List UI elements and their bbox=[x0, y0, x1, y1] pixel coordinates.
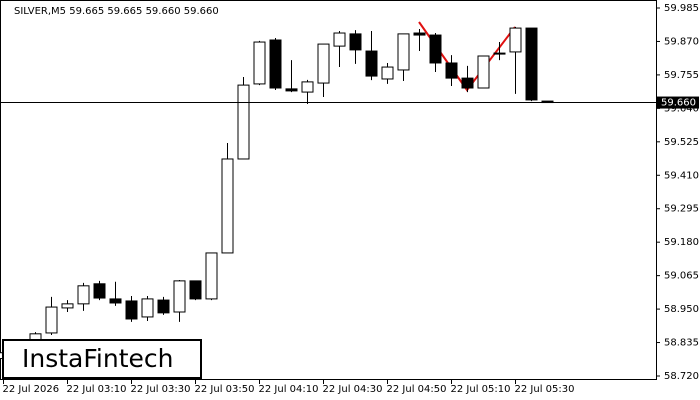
x-tick-label: 22 Jul 2026 bbox=[3, 384, 60, 395]
candle-body bbox=[221, 158, 234, 254]
candle-body bbox=[125, 300, 138, 320]
candle-body bbox=[189, 280, 202, 300]
candle-body bbox=[349, 33, 362, 51]
candle-body bbox=[269, 39, 282, 89]
candle-body bbox=[173, 280, 186, 313]
x-tick-label: 22 Jul 04:30 bbox=[323, 384, 383, 395]
x-tick-label: 22 Jul 03:30 bbox=[131, 384, 191, 395]
candle-body bbox=[141, 298, 154, 318]
candle-body bbox=[477, 55, 490, 89]
candle-body bbox=[461, 77, 474, 89]
candle-body bbox=[429, 34, 442, 64]
candle-body bbox=[237, 84, 250, 160]
candle-body bbox=[381, 66, 394, 80]
candle-body bbox=[493, 52, 506, 55]
candle-body bbox=[253, 41, 266, 85]
price-label-box bbox=[657, 96, 699, 109]
y-tick-label: 59.870 bbox=[664, 36, 699, 47]
candle-body bbox=[61, 303, 74, 309]
candle-body bbox=[77, 285, 90, 305]
y-tick-label: 59.295 bbox=[664, 204, 699, 215]
y-tick-label: 59.525 bbox=[664, 137, 699, 148]
candle-body bbox=[301, 81, 314, 93]
candle-body bbox=[365, 50, 378, 77]
candle-body bbox=[45, 306, 58, 334]
x-tick-label: 22 Jul 03:50 bbox=[195, 384, 255, 395]
y-tick-label: 58.835 bbox=[664, 338, 699, 349]
y-tick-label: 59.065 bbox=[664, 271, 699, 282]
candle-body bbox=[317, 43, 330, 84]
x-tick-label: 22 Jul 04:50 bbox=[387, 384, 447, 395]
y-tick-label: 59.755 bbox=[664, 70, 699, 81]
candle-body bbox=[413, 32, 426, 36]
watermark-box bbox=[2, 339, 202, 379]
candle-body bbox=[157, 299, 170, 314]
candle-body bbox=[397, 33, 410, 71]
x-tick-label: 22 Jul 04:10 bbox=[259, 384, 319, 395]
candle-body bbox=[93, 283, 106, 299]
y-tick-label: 58.720 bbox=[664, 371, 699, 382]
candle-body bbox=[509, 27, 522, 53]
price-label: 59.660 bbox=[661, 98, 696, 109]
x-tick-label: 22 Jul 05:10 bbox=[451, 384, 511, 395]
candle-body bbox=[109, 298, 122, 304]
watermark: InstaFintech bbox=[22, 344, 174, 373]
x-tick-label: 22 Jul 05:30 bbox=[515, 384, 575, 395]
y-tick-label: 59.410 bbox=[664, 170, 699, 181]
y-tick-label: 59.985 bbox=[664, 3, 699, 14]
candle-body bbox=[525, 27, 538, 101]
y-tick-label: 59.180 bbox=[664, 237, 699, 248]
candle-body bbox=[333, 32, 346, 47]
y-tick-label: 59.640 bbox=[664, 103, 699, 114]
candle-body bbox=[205, 252, 218, 300]
y-tick-label: 58.950 bbox=[664, 304, 699, 315]
candle-body bbox=[445, 62, 458, 79]
candle-body bbox=[285, 88, 298, 92]
x-tick-label: 22 Jul 03:10 bbox=[67, 384, 127, 395]
chart-title: SILVER,M5 59.665 59.665 59.660 59.660 bbox=[14, 6, 219, 17]
